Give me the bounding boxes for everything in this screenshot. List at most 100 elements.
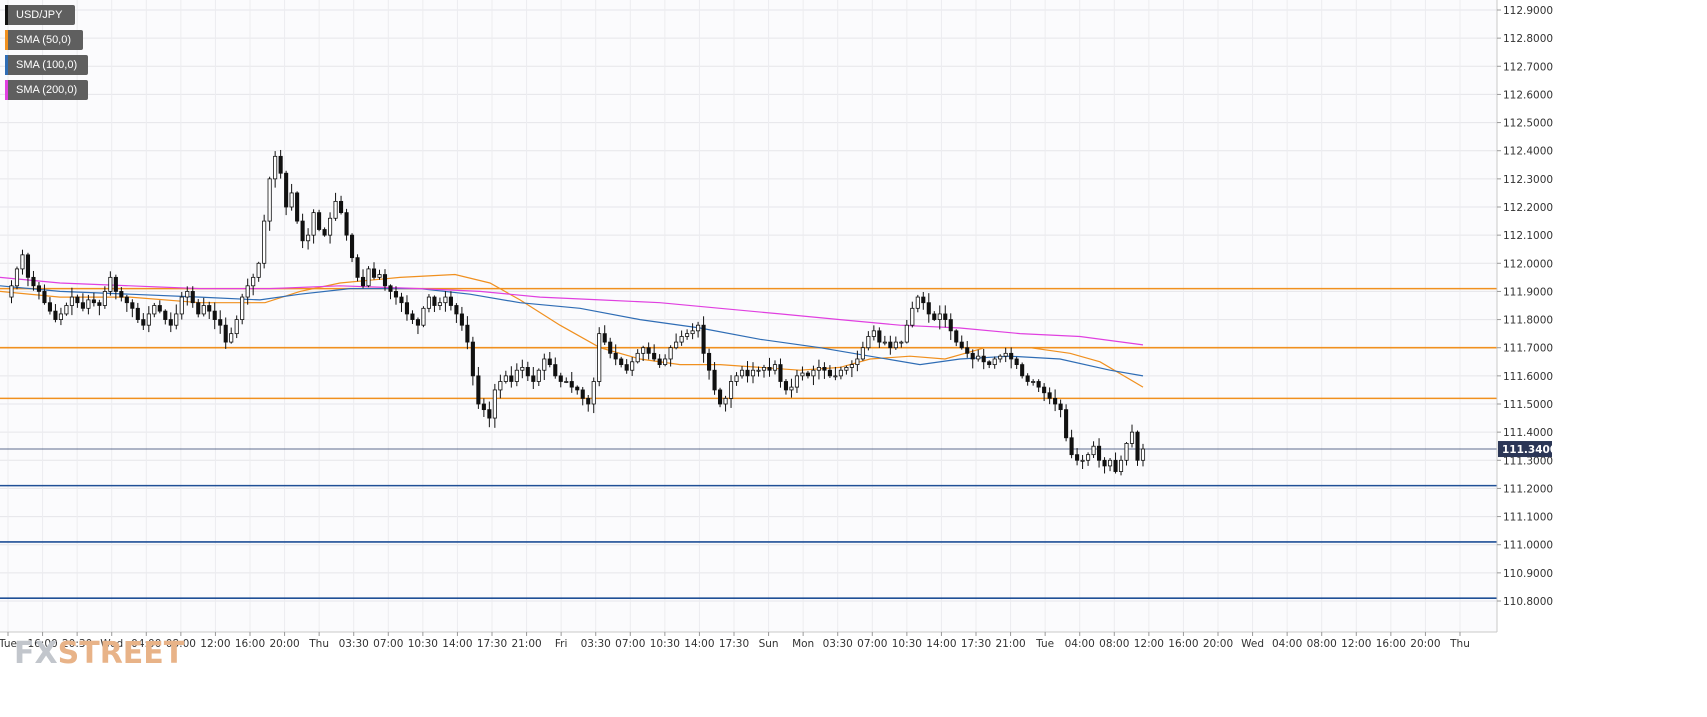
- last-price-badge: [1498, 441, 1552, 458]
- candle-bearish: [1102, 459, 1107, 467]
- y-tick-label: 112.2000: [1503, 202, 1553, 214]
- legend-swatch: [5, 5, 8, 25]
- legend-label: USD/JPY: [16, 9, 63, 21]
- x-tick-label: Sun: [759, 638, 779, 650]
- candle-bearish: [745, 369, 750, 377]
- candle-bullish: [860, 347, 865, 360]
- candle-bearish: [926, 302, 931, 315]
- x-tick-label: 10:30: [892, 638, 922, 650]
- grid-lines: [0, 0, 1497, 632]
- candle-bullish: [1118, 459, 1124, 472]
- candle-bullish: [882, 341, 887, 344]
- sma50-line: [0, 273, 1144, 388]
- candle-bearish: [608, 341, 613, 354]
- candle-bearish: [1064, 409, 1069, 439]
- candle-bearish: [1042, 386, 1047, 394]
- x-tick-label: 04:00: [1272, 638, 1302, 650]
- candle-bullish: [234, 319, 239, 335]
- legend-item[interactable]: SMA (100,0): [5, 55, 88, 75]
- price-axis[interactable]: 112.9000 112.8000 112.7000 112.6000 112.5000…: [1496, 0, 1557, 632]
- candle-bearish: [432, 296, 437, 306]
- candle-bearish: [113, 276, 118, 292]
- x-tick-label: 16:00: [235, 638, 265, 650]
- candle-bullish: [844, 367, 849, 371]
- x-tick-label: 14:00: [926, 638, 956, 650]
- candle-bullish: [328, 217, 333, 236]
- candle-bullish: [849, 364, 854, 368]
- candle-bearish: [657, 358, 662, 366]
- legend-swatch: [5, 55, 8, 75]
- candle-bullish: [696, 324, 701, 332]
- candle-bullish: [668, 347, 673, 360]
- candle-bullish: [915, 296, 920, 309]
- candle-bearish: [355, 257, 360, 278]
- candle-bullish: [179, 296, 184, 315]
- candle-bearish: [91, 299, 96, 304]
- legend-item[interactable]: USD/JPY: [5, 5, 75, 25]
- candle-bearish: [168, 319, 173, 326]
- y-tick-label: 111.5000: [1503, 399, 1553, 411]
- legend-label: SMA (200,0): [16, 84, 78, 96]
- candle-bearish: [130, 302, 135, 309]
- x-tick-label: 03:30: [823, 638, 853, 650]
- x-tick-label: 12:00: [1341, 638, 1371, 650]
- candle-bearish: [1069, 437, 1074, 456]
- candle-bullish: [811, 369, 816, 377]
- x-tick-label: 14:00: [442, 638, 472, 650]
- candle-bullish: [591, 381, 596, 405]
- candle-bearish: [339, 200, 344, 214]
- candle-bullish: [426, 296, 431, 309]
- candle-bearish: [53, 310, 58, 320]
- candle-bullish: [597, 333, 602, 382]
- x-tick-label: 16:00: [1168, 638, 1198, 650]
- candle-bullish: [108, 276, 113, 292]
- y-tick-label: 111.7000: [1503, 343, 1553, 355]
- x-tick-label: 16:00: [1376, 638, 1406, 650]
- legend-label: SMA (100,0): [16, 59, 78, 71]
- candle-bearish: [388, 285, 393, 292]
- candle-bearish: [1047, 392, 1052, 399]
- candle-bearish: [959, 341, 964, 349]
- candle-bullish: [146, 313, 151, 326]
- x-tick-label: Thu: [1449, 638, 1470, 650]
- candle-bearish: [295, 192, 300, 222]
- candle-bearish: [778, 364, 783, 382]
- candle-bearish: [948, 319, 953, 332]
- candle-bearish: [119, 291, 124, 298]
- candle-bearish: [569, 381, 574, 388]
- candle-bullish: [273, 155, 278, 180]
- candle-bearish: [97, 302, 102, 306]
- candle-bullish: [1031, 381, 1036, 383]
- legend-item[interactable]: SMA (200,0): [5, 80, 88, 100]
- candle-bearish: [476, 375, 481, 405]
- x-tick-label: 04:00: [131, 638, 161, 650]
- y-tick-label: 112.9000: [1503, 5, 1553, 17]
- candle-bearish: [141, 319, 146, 326]
- candle-bullish: [893, 341, 898, 349]
- x-tick-label: 17:30: [477, 638, 507, 650]
- candle-bearish: [1014, 358, 1019, 366]
- candle-bearish: [382, 274, 388, 287]
- time-axis[interactable]: Tue 16:00 20:30 Wed 04:00 08:00 12:00 16:00 20:0…: [0, 631, 1497, 650]
- candle-bullish: [674, 341, 679, 349]
- x-tick-label: 20:00: [269, 638, 299, 650]
- y-tick-label: 111.1000: [1503, 512, 1553, 524]
- candle-bearish: [207, 305, 212, 312]
- candle-bullish: [564, 381, 569, 383]
- candle-bullish: [1124, 442, 1129, 461]
- x-tick-label: 16:00: [27, 638, 57, 650]
- candle-bearish: [415, 319, 421, 326]
- candle-bearish: [25, 254, 31, 278]
- candle-bearish: [1058, 403, 1063, 411]
- candle-bullish: [663, 358, 668, 366]
- candle-bullish: [1140, 448, 1146, 461]
- candle-bullish: [152, 305, 157, 315]
- candle-bullish: [904, 324, 909, 343]
- candle-bullish: [899, 341, 904, 344]
- candle-bullish: [245, 285, 250, 298]
- legend-item[interactable]: SMA (50,0): [5, 30, 83, 50]
- candle-bullish: [1091, 445, 1096, 456]
- x-tick-label: 07:00: [857, 638, 887, 650]
